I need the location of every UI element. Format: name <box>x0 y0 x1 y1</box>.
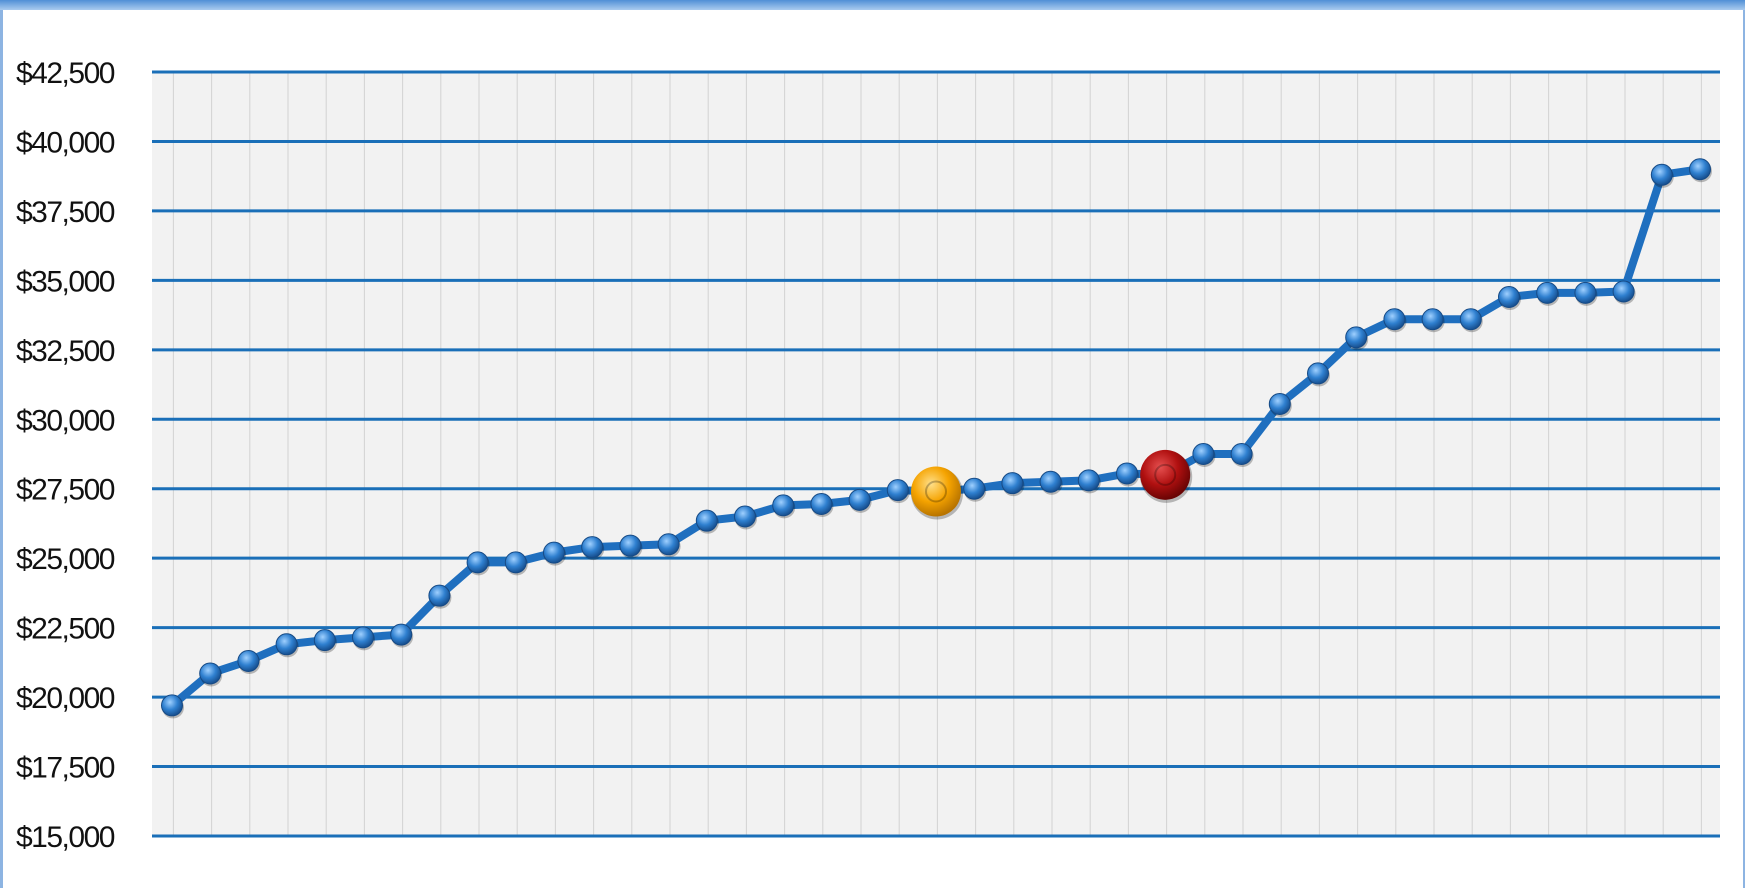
data-point <box>963 477 987 502</box>
plot-area <box>152 72 1720 836</box>
y-tick-label: $25,000 <box>16 543 115 576</box>
data-point <box>352 626 375 651</box>
vertical-gridlines <box>172 72 1702 836</box>
y-tick-label: $17,500 <box>16 752 115 785</box>
y-tick-label: $27,500 <box>16 474 115 507</box>
window-top-bar <box>0 0 1745 10</box>
data-point <box>313 629 337 654</box>
data-point <box>810 493 834 518</box>
data-point <box>1536 281 1560 306</box>
data-point <box>161 694 184 719</box>
data-point <box>1650 163 1674 188</box>
data-point <box>1116 462 1139 487</box>
data-point <box>1383 308 1407 333</box>
data-point <box>1689 158 1712 183</box>
data-point <box>1421 308 1445 333</box>
data-point <box>886 479 910 504</box>
data-point <box>1001 472 1025 497</box>
data-point <box>1192 443 1216 467</box>
data-point <box>695 509 719 534</box>
y-tick-label: $15,000 <box>16 821 115 854</box>
highlight-point <box>911 466 963 520</box>
data-point <box>275 633 299 658</box>
data-point <box>237 649 261 674</box>
data-point <box>199 662 223 687</box>
data-point <box>581 536 605 561</box>
data-point <box>466 551 490 576</box>
data-point <box>428 584 452 609</box>
data-point <box>390 623 414 648</box>
data-point <box>1268 392 1292 417</box>
y-tick-label: $42,500 <box>16 57 115 90</box>
y-tick-label: $35,000 <box>16 265 115 298</box>
data-point <box>1459 308 1483 333</box>
data-series <box>161 158 1712 719</box>
data-point <box>657 533 681 558</box>
data-point <box>1307 362 1330 387</box>
y-tick-label: $20,000 <box>16 682 115 715</box>
data-point <box>848 488 872 513</box>
data-point <box>543 541 566 566</box>
data-point <box>772 494 796 519</box>
data-point <box>1039 470 1063 495</box>
highlight-point <box>1140 449 1193 503</box>
data-point <box>504 551 528 576</box>
y-tick-label: $37,500 <box>16 196 115 229</box>
data-point <box>1230 443 1254 467</box>
y-tick-label: $22,500 <box>16 613 115 646</box>
data-point <box>734 505 757 530</box>
y-tick-label: $40,000 <box>16 126 115 159</box>
data-point <box>1498 286 1521 311</box>
data-point <box>1574 281 1598 306</box>
data-point <box>619 534 643 559</box>
data-point <box>1612 280 1636 305</box>
y-tick-label: $30,000 <box>16 404 115 437</box>
y-tick-label: $32,500 <box>16 335 115 368</box>
data-point <box>1077 469 1101 494</box>
y-axis-tick-labels: $15,000 $17,500 $20,000 $22,500 $25,000 $27,5… <box>16 57 116 854</box>
data-point <box>1345 326 1369 351</box>
